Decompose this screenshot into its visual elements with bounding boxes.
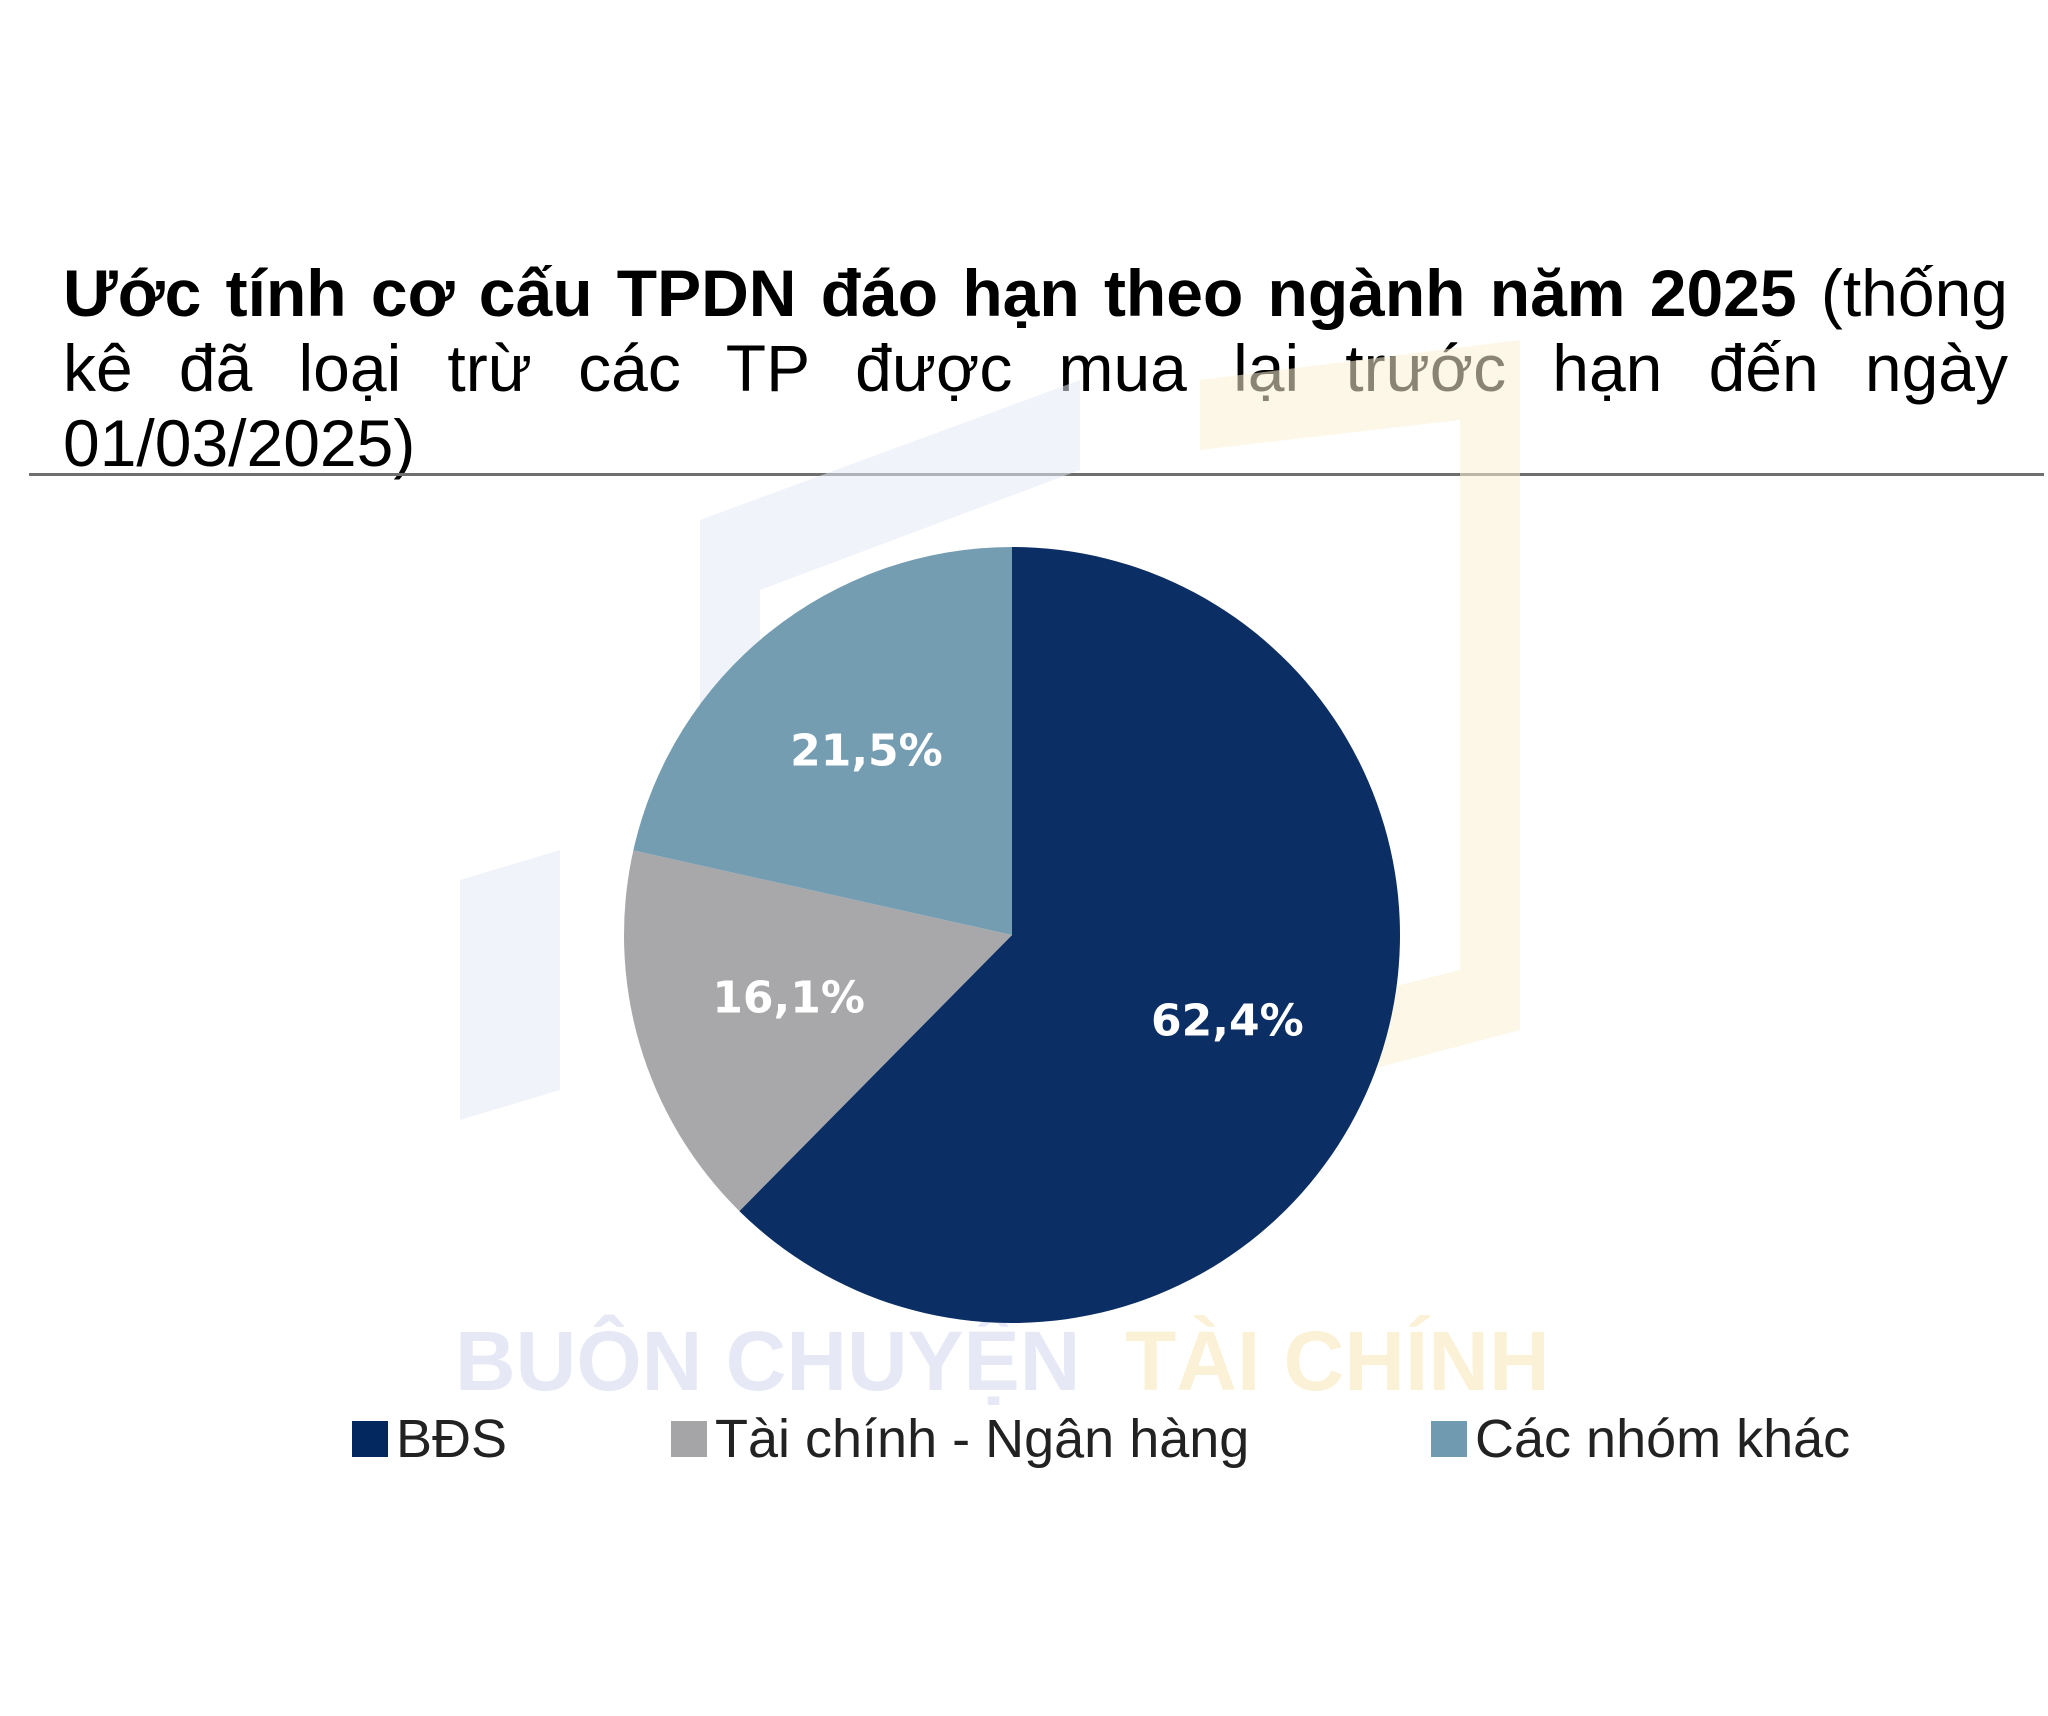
pie-slice-2 bbox=[633, 547, 1012, 935]
legend-item-taichinh: Tài chính - Ngân hàng bbox=[671, 1408, 1249, 1470]
legend-label-taichinh: Tài chính - Ngân hàng bbox=[715, 1409, 1250, 1469]
legend-swatch-khac bbox=[1431, 1421, 1467, 1457]
chart-title-bold: Ước tính cơ cấu TPDN đáo hạn theo ngành … bbox=[63, 256, 1797, 330]
chart-title: Ước tính cơ cấu TPDN đáo hạn theo ngành … bbox=[63, 256, 2008, 481]
pie-slice-1 bbox=[624, 850, 1012, 1212]
pie-data-label-1: 16,1% bbox=[712, 973, 865, 1024]
chart-legend: BĐS Tài chính - Ngân hàng Các nhóm khác bbox=[0, 1408, 2048, 1478]
legend-label-bds: BĐS bbox=[396, 1409, 508, 1469]
legend-swatch-taichinh bbox=[671, 1421, 707, 1457]
pie-data-label-0: 62,4% bbox=[1151, 995, 1304, 1046]
legend-item-khac: Các nhóm khác bbox=[1431, 1408, 1850, 1470]
legend-label-khac: Các nhóm khác bbox=[1475, 1409, 1851, 1469]
pie-data-label-2: 21,5% bbox=[790, 725, 943, 776]
pie-slice-0 bbox=[739, 547, 1400, 1323]
legend-item-bds: BĐS bbox=[352, 1408, 507, 1470]
legend-swatch-bds bbox=[352, 1421, 388, 1457]
